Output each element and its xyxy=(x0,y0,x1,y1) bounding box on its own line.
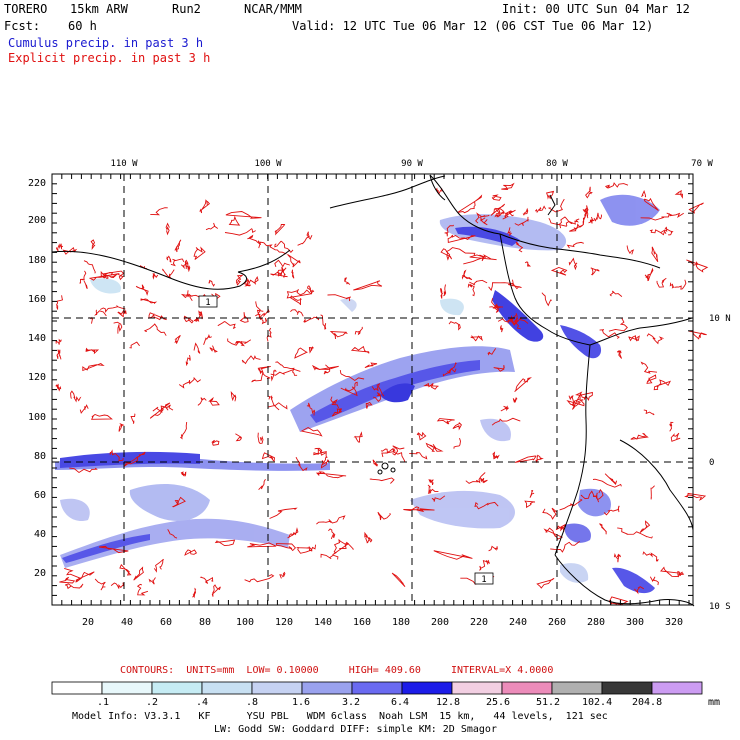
lon-label-80w: 80 W xyxy=(546,159,568,169)
colorbar-label: .1 xyxy=(97,697,110,708)
y-tick-label: 120 xyxy=(28,372,46,383)
x-tick-label: 100 xyxy=(236,617,254,628)
x-tick-label: 240 xyxy=(509,617,527,628)
lon-label-110w: 110 W xyxy=(110,159,138,169)
x-tick-label: 20 xyxy=(82,617,94,628)
colorbar-swatch xyxy=(551,681,603,695)
run-label: Run2 xyxy=(172,2,201,16)
cumulus-precip-shading xyxy=(55,194,660,594)
x-tick-label: 120 xyxy=(275,617,293,628)
valid-time: Valid: 12 UTC Tue 06 Mar 12 (06 CST Tue … xyxy=(292,19,654,33)
latlon-grid xyxy=(52,174,693,605)
colorbar-label: 204.8 xyxy=(632,697,663,708)
x-tick-label: 220 xyxy=(470,617,488,628)
model-physics: LW: Godd SW: Goddard DIFF: simple KM: 2D… xyxy=(214,724,497,735)
y-tick-label: 40 xyxy=(34,529,46,540)
y-tick-label: 20 xyxy=(34,568,46,579)
colorbar-swatch xyxy=(101,681,153,695)
colorbar-label: .8 xyxy=(246,697,259,708)
init-time: Init: 00 UTC Sun 04 Mar 12 xyxy=(502,2,690,16)
lat-label-0: 0 xyxy=(709,458,714,468)
forecast-hours: 60 h xyxy=(68,19,97,33)
colorbar-unit: mm xyxy=(708,697,721,708)
svg-text:1: 1 xyxy=(205,298,210,308)
colorbar xyxy=(51,681,703,695)
x-tick-label: 300 xyxy=(626,617,644,628)
contours-high: HIGH= 409.60 xyxy=(348,665,421,676)
lon-label-90w: 90 W xyxy=(401,159,423,169)
colorbar-label: .4 xyxy=(196,697,209,708)
grid-resolution: 15km ARW xyxy=(70,2,128,16)
coastlines xyxy=(51,174,695,607)
colorbar-swatch xyxy=(151,681,203,695)
lon-label-100w: 100 W xyxy=(254,159,282,169)
model-name: TORERO xyxy=(4,2,48,16)
x-tick-label: 160 xyxy=(353,617,371,628)
x-tick-label: 60 xyxy=(160,617,172,628)
x-tick-label: 320 xyxy=(665,617,683,628)
y-tick-label: 100 xyxy=(28,412,46,423)
x-tick-label: 40 xyxy=(121,617,133,628)
x-tick-label: 280 xyxy=(587,617,605,628)
explicit-legend: Explicit precip. in past 3 h xyxy=(8,51,211,65)
contours-label: CONTOURS: xyxy=(120,665,175,676)
colorbar-label: 12.8 xyxy=(436,697,461,708)
colorbar-swatch xyxy=(601,681,653,695)
contours-interval: INTERVAL=X 4.0000 xyxy=(450,665,554,676)
model-info: Model Info: V3.3.1 KF YSU PBL WDM 6class… xyxy=(72,711,608,722)
x-tick-label: 140 xyxy=(314,617,332,628)
explicit-precip-contours xyxy=(55,182,709,606)
colorbar-swatch xyxy=(401,681,453,695)
colorbar-swatch xyxy=(301,681,353,695)
colorbar-swatch xyxy=(501,681,553,695)
y-tick-label: 160 xyxy=(28,294,46,305)
colorbar-swatch xyxy=(51,681,103,695)
colorbar-swatch xyxy=(251,681,303,695)
colorbar-label: .2 xyxy=(146,697,159,708)
axis-ticks xyxy=(51,173,693,605)
contours-units: UNITS=mm xyxy=(186,665,235,676)
x-tick-label: 200 xyxy=(431,617,449,628)
lat-label-10n: 10 N xyxy=(709,314,731,324)
svg-text:1: 1 xyxy=(481,575,486,585)
cumulus-legend: Cumulus precip. in past 3 h xyxy=(8,36,204,50)
y-tick-label: 220 xyxy=(28,178,46,189)
y-tick-label: 80 xyxy=(34,451,46,462)
colorbar-label: 25.6 xyxy=(486,697,511,708)
colorbar-label: 102.4 xyxy=(582,697,613,708)
y-tick-label: 180 xyxy=(28,255,46,266)
colorbar-label: 51.2 xyxy=(536,697,561,708)
y-tick-label: 200 xyxy=(28,215,46,226)
colorbar-swatch xyxy=(351,681,403,695)
contours-info: CONTOURS: UNITS=mm LOW= 0.10000 HIGH= 40… xyxy=(120,665,553,676)
lon-label-70w: 70 W xyxy=(691,159,713,169)
colorbar-swatch xyxy=(451,681,503,695)
contours-low: LOW= 0.10000 xyxy=(246,665,319,676)
lat-label-10s: 10 S xyxy=(709,602,731,612)
galapagos-islands xyxy=(377,462,396,475)
x-tick-label: 80 xyxy=(199,617,211,628)
organization: NCAR/MMM xyxy=(244,2,302,16)
colorbar-swatch xyxy=(651,681,703,695)
low-marker-2: 1 xyxy=(474,572,494,585)
colorbar-swatch xyxy=(201,681,253,695)
x-tick-label: 260 xyxy=(548,617,566,628)
x-tick-label: 180 xyxy=(392,617,410,628)
y-tick-label: 140 xyxy=(28,333,46,344)
colorbar-label: 6.4 xyxy=(391,697,410,708)
colorbar-label: 1.6 xyxy=(292,697,311,708)
low-marker-1: 1 xyxy=(198,295,218,308)
forecast-label: Fcst: xyxy=(4,19,41,33)
colorbar-label: 3.2 xyxy=(342,697,361,708)
y-tick-label: 60 xyxy=(34,490,46,501)
